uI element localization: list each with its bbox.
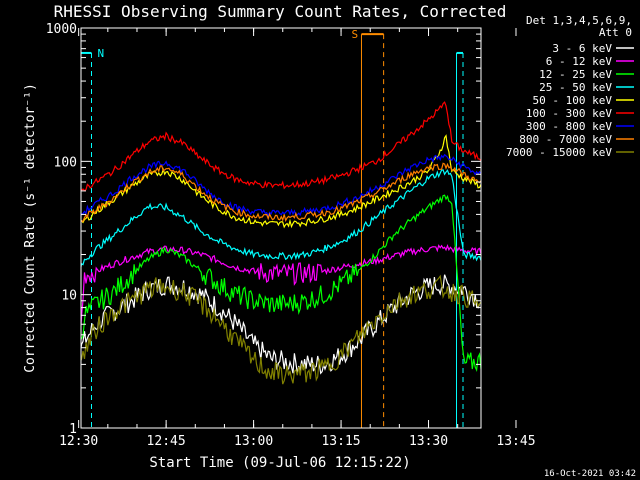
series-line-7 — [81, 153, 481, 218]
series-line-2 — [81, 244, 481, 334]
y-axis-label: Corrected Count Rate (s⁻¹ detector⁻¹) — [23, 83, 38, 373]
legend-label: 100 - 300 keV — [526, 107, 612, 120]
y-tick-label: 1000 — [46, 22, 77, 37]
legend-label: 3 - 6 keV — [552, 42, 612, 55]
x-axis: 12:30 12:45 13:00 13:15 13:30 13:45 — [59, 28, 536, 449]
legend-header: Det 1,3,4,5,6,9, — [526, 14, 632, 27]
legend-label: 25 - 50 keV — [539, 81, 612, 94]
x-tick-label: 13:15 — [321, 434, 360, 449]
x-tick-label: 13:00 — [234, 434, 273, 449]
y-tick-label: 10 — [61, 289, 77, 304]
legend-header: Att 0 — [599, 26, 632, 39]
x-tick-label: 12:30 — [59, 434, 98, 449]
series-line-8 — [81, 162, 481, 223]
x-tick-label: 13:30 — [409, 434, 448, 449]
plot-frame — [80, 27, 482, 429]
legend-label: 50 - 100 keV — [533, 94, 613, 107]
legend-label: 7000 - 15000 keV — [506, 146, 612, 159]
y-tick-label: 1 — [69, 422, 77, 437]
legend-label: 6 - 12 keV — [546, 55, 613, 68]
legend-label: 800 - 7000 keV — [519, 133, 612, 146]
legend-label: 300 - 800 keV — [526, 120, 612, 133]
y-tick-label: 100 — [54, 155, 77, 170]
x-tick-label: 12:45 — [147, 434, 186, 449]
timestamp: 16-Oct-2021 03:42 — [544, 469, 636, 479]
series-line-9 — [81, 274, 481, 385]
x-axis-label: Start Time (09-Jul-06 12:15:22) — [149, 455, 410, 471]
series-line-6 — [81, 101, 481, 192]
chart-title: RHESSI Observing Summary Count Rates, Co… — [54, 2, 507, 21]
x-tick-label: 13:45 — [496, 434, 535, 449]
series-line-4 — [81, 169, 481, 270]
night-marker-label: N — [97, 47, 104, 60]
y-axis: 1 10 100 1000 — [46, 22, 481, 437]
series-line-3 — [81, 194, 481, 373]
series-layer — [81, 101, 481, 385]
saa-marker-label: S — [351, 28, 358, 41]
plot-area: NS — [81, 28, 481, 428]
legend-label: 12 - 25 keV — [539, 68, 612, 81]
